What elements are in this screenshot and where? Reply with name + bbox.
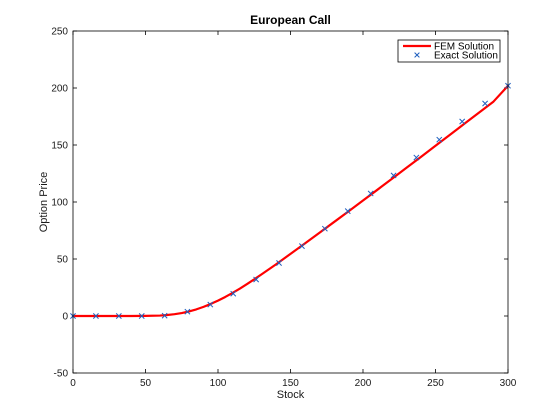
chart-title: European Call (250, 13, 331, 27)
exact-solution-point (115, 313, 122, 319)
fem-solution-line (71, 84, 510, 318)
exact-solution-point (436, 136, 443, 143)
x-axis-label: Stock (277, 389, 305, 401)
y-tick-label: 150 (51, 141, 68, 152)
legend-swatch-marker (414, 52, 420, 58)
exact-solution-point (367, 190, 374, 197)
y-tick-label: 50 (57, 255, 69, 266)
y-tick-label: 100 (51, 198, 68, 209)
exact-solution-point (390, 172, 397, 179)
exact-solution-point (184, 308, 191, 315)
plot-frame (72, 30, 509, 374)
y-tick-label: 200 (51, 84, 68, 95)
exact-solution-point (482, 100, 489, 107)
legend-entry-label: Exact Solution (434, 51, 498, 62)
exact-solution-point (230, 290, 237, 297)
exact-solution-point (413, 154, 420, 161)
exact-solution-point (321, 225, 328, 232)
x-tick-label: 250 (427, 378, 444, 389)
exact-solution-point (138, 313, 145, 319)
exact-solution-point (92, 313, 99, 319)
x-tick-label: 50 (140, 378, 152, 389)
x-tick-label: 150 (282, 378, 299, 389)
exact-solution-point (161, 312, 168, 319)
y-tick-label: -50 (54, 369, 69, 380)
plot-area (73, 31, 508, 373)
legend-entry-label: FEM Solution (434, 42, 494, 53)
y-axis-label: Option Price (38, 172, 50, 233)
exact-solution-point (253, 276, 260, 283)
x-tick-label: 0 (70, 378, 76, 389)
series-fem-solution (71, 84, 510, 318)
exact-solution-point (459, 118, 466, 125)
x-tick-label: 300 (500, 378, 517, 389)
y-tick-label: 250 (51, 27, 68, 38)
exact-solution-point (299, 243, 305, 250)
exact-solution-point (276, 260, 282, 266)
x-tick-label: 100 (210, 378, 227, 389)
x-tick-label: 200 (355, 378, 372, 389)
y-tick-label: 0 (62, 312, 68, 323)
series-exact-solution (70, 82, 511, 319)
exact-solution-point (207, 301, 214, 308)
exact-solution-point (344, 208, 351, 215)
